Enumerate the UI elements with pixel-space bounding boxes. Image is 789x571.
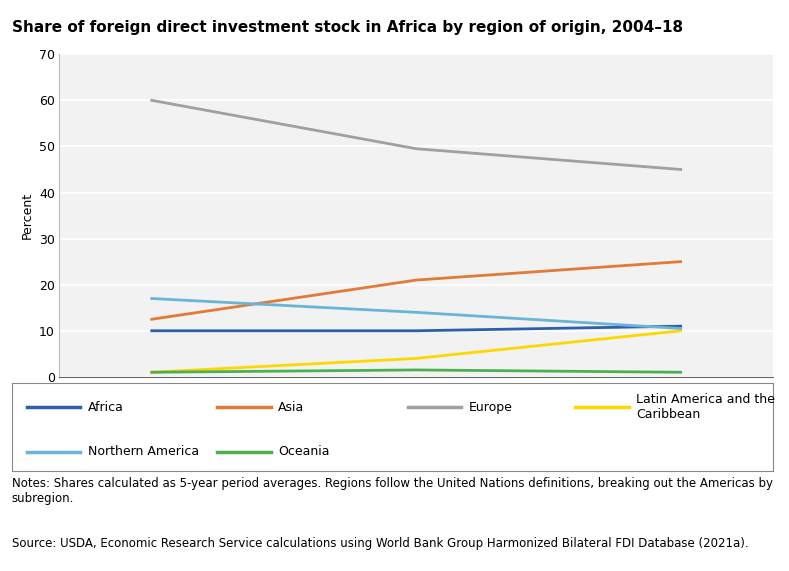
Text: Oceania: Oceania: [279, 445, 330, 458]
Text: Notes: Shares calculated as 5-year period averages. Regions follow the United Na: Notes: Shares calculated as 5-year perio…: [12, 477, 773, 505]
Text: Northern America: Northern America: [88, 445, 199, 458]
Text: Europe: Europe: [469, 401, 513, 414]
Text: Share of foreign direct investment stock in Africa by region of origin, 2004–18: Share of foreign direct investment stock…: [12, 20, 683, 35]
Text: Africa: Africa: [88, 401, 124, 414]
Text: Asia: Asia: [279, 401, 305, 414]
Y-axis label: Percent: Percent: [21, 192, 33, 239]
Text: Latin America and the
Caribbean: Latin America and the Caribbean: [636, 393, 775, 421]
Text: Source: USDA, Economic Research Service calculations using World Bank Group Harm: Source: USDA, Economic Research Service …: [12, 537, 749, 550]
